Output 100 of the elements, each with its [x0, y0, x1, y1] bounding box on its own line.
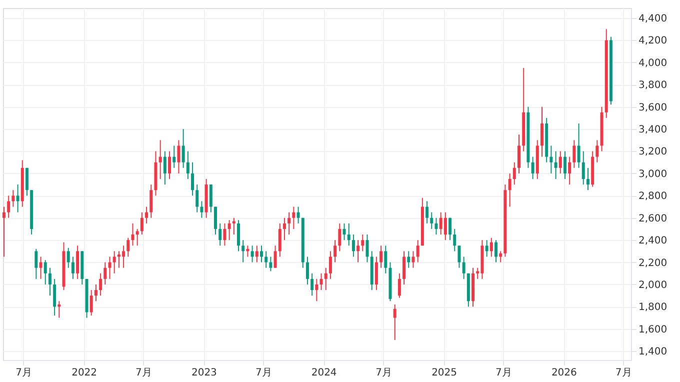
candlestick — [163, 150, 166, 186]
candlestick — [214, 206, 218, 236]
y-tick-label: 3,000 — [638, 168, 668, 180]
candlestick — [596, 140, 599, 163]
candlestick — [558, 150, 562, 174]
candlestick — [34, 248, 38, 280]
candlestick — [7, 195, 10, 218]
y-tick-label: 2,400 — [638, 236, 668, 247]
y-tick-label: 2,800 — [638, 191, 668, 202]
candlestick — [108, 256, 112, 280]
candlestick — [416, 240, 420, 263]
candlestick — [512, 162, 516, 186]
candlestick — [39, 256, 42, 280]
y-tick-label: 4,200 — [638, 36, 668, 47]
candlestick — [158, 140, 162, 180]
candlestick — [136, 228, 139, 246]
y-tick-label: 3,600 — [638, 102, 668, 114]
candlestick — [490, 237, 493, 258]
candlestick — [412, 250, 415, 268]
candlestick — [518, 134, 520, 174]
candlestick — [232, 217, 236, 236]
candlestick — [255, 245, 258, 263]
candlestick — [282, 217, 286, 241]
candlestick — [145, 206, 148, 224]
candlestick — [572, 140, 576, 168]
candlestick — [380, 245, 383, 268]
candlestick — [328, 250, 332, 280]
candlestick — [334, 240, 337, 263]
candlestick — [426, 200, 429, 224]
candlestick — [99, 272, 102, 296]
candlestick — [172, 145, 176, 168]
candlestick — [531, 156, 534, 180]
candlestick — [347, 222, 350, 246]
candlestick — [25, 167, 28, 196]
x-tick-label: 2024 — [311, 368, 337, 378]
candlestick — [393, 304, 396, 341]
candlestick — [260, 245, 263, 263]
candlestick — [16, 184, 20, 213]
candlestick — [458, 245, 461, 268]
candlestick — [104, 262, 107, 285]
candlestick — [200, 200, 204, 218]
candlestick — [288, 212, 291, 236]
candlestick — [540, 106, 544, 158]
candlestick — [90, 290, 93, 316]
candlestick — [269, 256, 272, 272]
candlestick — [485, 240, 488, 258]
candlestick — [568, 156, 572, 186]
candlestick — [366, 234, 369, 263]
y-tick-label: 3,200 — [638, 146, 668, 158]
candlestick — [582, 150, 585, 186]
candlestick — [296, 206, 300, 224]
candlestick — [76, 245, 80, 280]
x-tick-label: 2023 — [191, 368, 217, 378]
candlestick — [577, 122, 580, 168]
candlestick — [274, 245, 277, 268]
x-tick-label: 7月 — [615, 368, 632, 378]
x-tick-label: 7月 — [496, 368, 512, 378]
candlestick — [374, 256, 378, 291]
candlestick — [550, 145, 553, 174]
candlestick — [278, 222, 282, 258]
x-tick-label: 2026 — [551, 368, 577, 378]
x-tick-label: 7月 — [255, 368, 272, 378]
candlestick — [228, 220, 231, 241]
candlestick — [338, 222, 342, 252]
candlestick — [494, 240, 498, 263]
candlestick — [182, 128, 185, 168]
candlestick — [196, 184, 199, 213]
x-tick-label: 7月 — [16, 368, 32, 378]
candlestick — [177, 140, 180, 174]
candlestick — [53, 278, 56, 316]
candlestick — [44, 260, 47, 285]
y-tick-label: 1,600 — [638, 324, 668, 336]
candlestick — [398, 272, 401, 298]
candlestick — [237, 220, 240, 252]
y-tick-label: 4,000 — [638, 58, 668, 69]
candlestick — [168, 150, 172, 180]
x-tick-label: 2025 — [432, 368, 458, 378]
candlestick — [508, 172, 512, 208]
candlestick — [453, 228, 456, 252]
candlestick — [131, 222, 134, 246]
candlestick — [324, 267, 328, 291]
candlestick — [315, 278, 318, 302]
candlestick — [292, 206, 296, 230]
x-tick-label: 2022 — [72, 368, 98, 378]
candlestick — [250, 245, 254, 263]
candlestick — [402, 250, 406, 285]
candlestick — [66, 247, 70, 268]
candlestick — [586, 167, 590, 191]
y-tick-label: 2,200 — [638, 258, 668, 269]
candlestick — [209, 184, 212, 213]
candlestick — [94, 284, 98, 302]
candlestick — [12, 190, 15, 208]
candlestick — [384, 245, 388, 274]
x-tick-label: 7月 — [136, 368, 152, 378]
candlestick — [430, 212, 434, 230]
candlestick — [242, 240, 245, 263]
candlestick — [499, 250, 502, 263]
candlestick — [71, 256, 74, 280]
candlestick — [361, 234, 364, 252]
y-tick-label: 1,800 — [638, 302, 668, 314]
